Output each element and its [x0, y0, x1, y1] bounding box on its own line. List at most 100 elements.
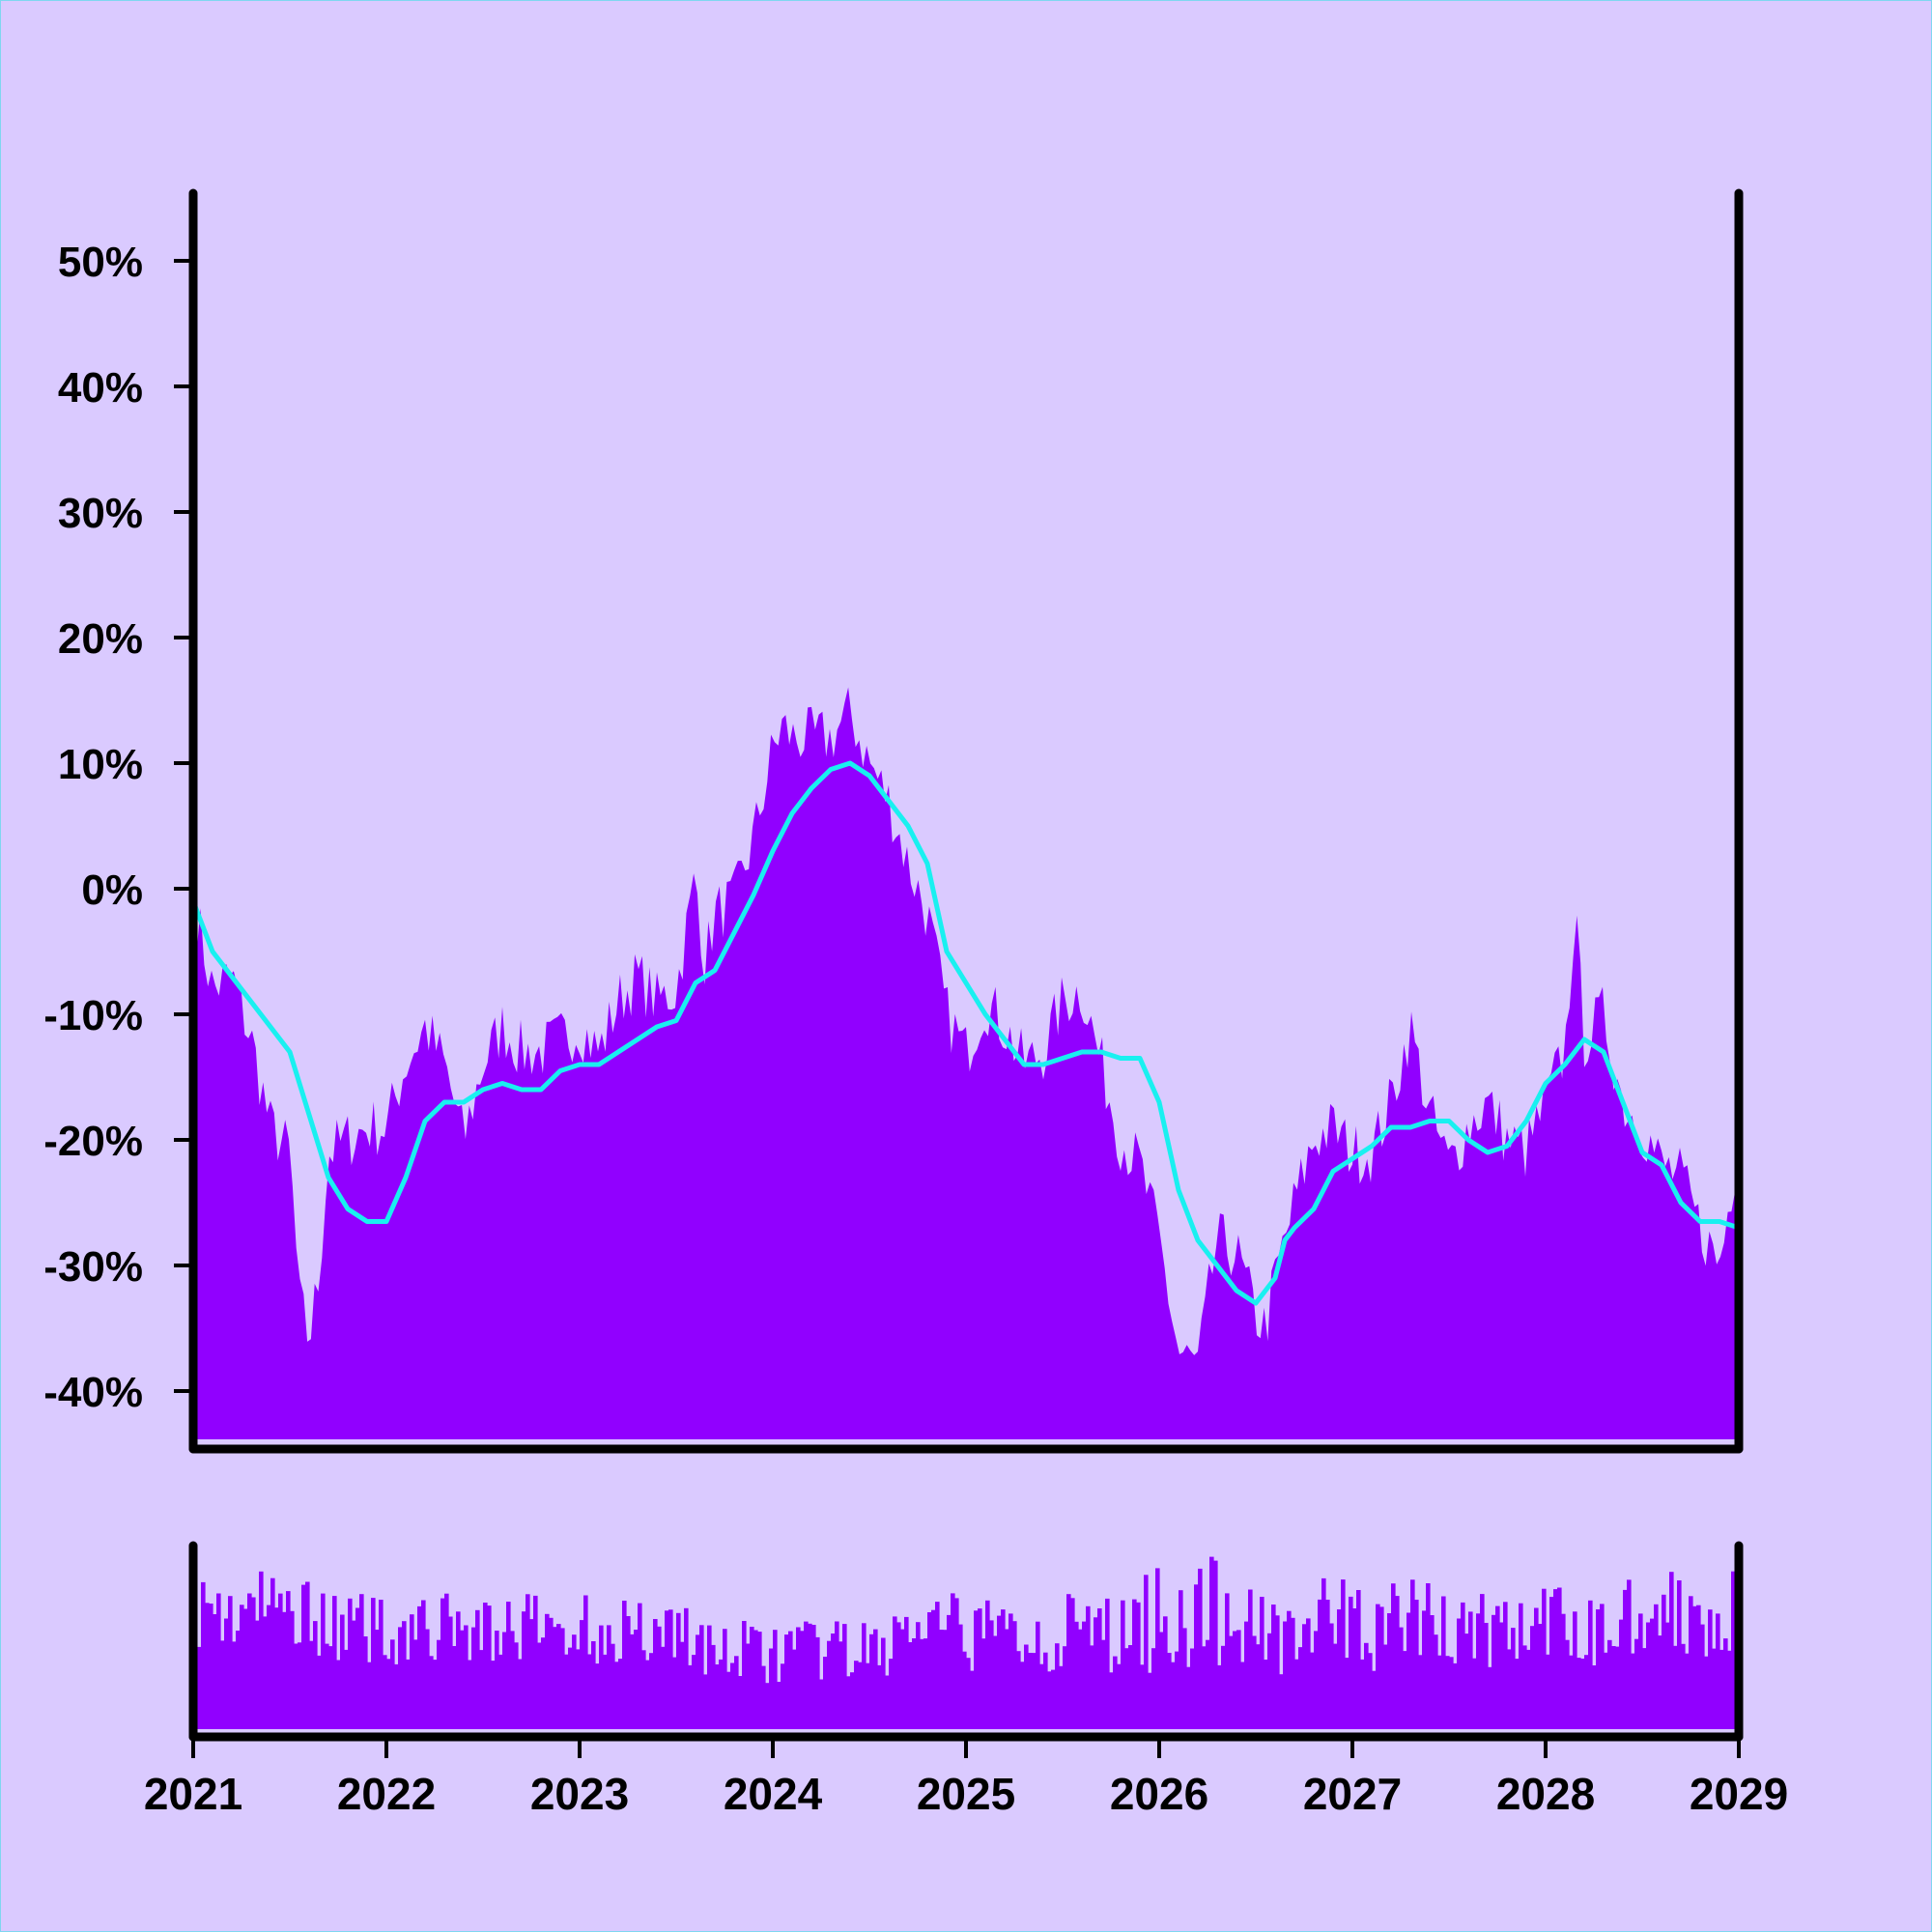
- volume-bar: [1488, 1666, 1492, 1729]
- volume-bar: [738, 1676, 743, 1729]
- volume-bar: [263, 1616, 268, 1729]
- volume-bar: [1175, 1651, 1179, 1729]
- volume-bar: [236, 1631, 241, 1729]
- x-tick-label: 2021: [144, 1769, 242, 1819]
- volume-bar: [1561, 1613, 1566, 1729]
- volume-bar: [313, 1621, 318, 1729]
- volume-bar: [1727, 1650, 1732, 1729]
- volume-bar: [1391, 1583, 1396, 1729]
- volume-bar: [406, 1659, 411, 1729]
- volume-bar: [1043, 1652, 1048, 1729]
- x-axis-ticks: 2021 2022 2023 2024 2025 2026 2027 2028 2029: [144, 1737, 1788, 1819]
- volume-bar: [970, 1670, 975, 1729]
- volume-bar: [1229, 1635, 1234, 1729]
- volume-bar: [394, 1663, 399, 1729]
- x-tick-label: 2027: [1303, 1769, 1402, 1819]
- y-tick-label: 40%: [58, 364, 143, 412]
- y-tick-label: -20%: [43, 1118, 143, 1165]
- volume-bar: [1503, 1602, 1508, 1729]
- main-axes: [188, 188, 1744, 1454]
- volume-bar: [1399, 1627, 1404, 1729]
- y-tick-label: -10%: [43, 992, 143, 1039]
- volume-bar: [904, 1616, 909, 1729]
- volume-bar: [1213, 1560, 1218, 1729]
- volume-bar: [730, 1662, 735, 1729]
- volume-bar: [920, 1638, 924, 1729]
- volume-bar: [1414, 1600, 1419, 1729]
- volume-bar: [1016, 1651, 1021, 1729]
- volume-bar: [1101, 1639, 1106, 1729]
- volume-bar: [757, 1632, 762, 1729]
- volume-bar: [838, 1641, 843, 1729]
- volume-bar: [1476, 1613, 1481, 1729]
- volume-bar: [1515, 1659, 1520, 1729]
- volume-bar: [850, 1672, 855, 1729]
- volume-bar: [881, 1637, 886, 1729]
- volume-bar: [649, 1653, 654, 1729]
- volume-bar: [1573, 1611, 1577, 1729]
- volume-bar: [715, 1664, 720, 1729]
- volume-bar: [951, 1593, 955, 1729]
- volume-bar: [1155, 1568, 1160, 1729]
- volume-bar: [1441, 1596, 1446, 1729]
- volume-bar: [734, 1656, 739, 1729]
- volume-bar: [332, 1596, 337, 1729]
- volume-bar: [383, 1655, 387, 1729]
- volume-bar: [491, 1661, 496, 1729]
- volume-bar: [1662, 1594, 1666, 1729]
- volume-bar: [290, 1610, 295, 1729]
- volume-bar: [355, 1607, 360, 1729]
- volume-bar: [688, 1664, 693, 1729]
- volume-bar: [626, 1616, 631, 1729]
- volume-bar: [564, 1654, 569, 1729]
- volume-bar: [1410, 1579, 1415, 1729]
- volume-bar: [869, 1634, 874, 1729]
- volume-bar: [1267, 1633, 1272, 1729]
- volume-bar: [1337, 1609, 1342, 1729]
- volume-bar: [456, 1611, 461, 1729]
- volume-bar: [707, 1625, 712, 1729]
- volume-bar: [1403, 1651, 1407, 1729]
- volume-bar: [1584, 1655, 1589, 1729]
- volume-bar: [1658, 1635, 1662, 1729]
- volume-bar: [560, 1628, 565, 1729]
- volume-bar: [997, 1615, 1002, 1729]
- volume-bar: [1681, 1643, 1686, 1729]
- volume-bar: [518, 1659, 523, 1729]
- volume-bar: [827, 1640, 832, 1729]
- x-tick-label: 2022: [337, 1769, 436, 1819]
- volume-bar: [1379, 1606, 1384, 1729]
- volume-bar: [1542, 1588, 1547, 1729]
- volume-bar: [1128, 1645, 1133, 1729]
- volume-bar: [1464, 1634, 1469, 1729]
- volume-bar: [468, 1660, 472, 1729]
- volume-bar: [1638, 1613, 1643, 1729]
- volume-bar: [529, 1619, 534, 1729]
- volume-bar: [753, 1630, 758, 1729]
- volume-bar: [537, 1642, 542, 1729]
- volume-bar: [379, 1600, 384, 1729]
- volume-bar: [935, 1602, 940, 1729]
- volume-bar: [1480, 1594, 1485, 1729]
- volume-bar: [301, 1584, 306, 1729]
- volume-bar: [359, 1594, 364, 1729]
- volume-bar: [877, 1664, 882, 1729]
- volume-bar: [1194, 1584, 1199, 1729]
- volume-bar: [1364, 1642, 1369, 1729]
- volume-bar: [433, 1660, 438, 1729]
- volume-bar: [726, 1671, 731, 1729]
- volume-bars: [193, 1556, 1740, 1729]
- volume-bar: [1600, 1604, 1605, 1729]
- volume-bar: [896, 1622, 901, 1729]
- volume-bar: [506, 1602, 511, 1729]
- y-tick-label: 10%: [58, 741, 143, 788]
- volume-bar: [703, 1674, 708, 1729]
- volume-bar: [1634, 1638, 1639, 1729]
- y-tick-label: 0%: [81, 867, 143, 914]
- volume-bar: [286, 1591, 291, 1729]
- volume-bar: [1051, 1669, 1056, 1729]
- volume-bar: [1094, 1617, 1098, 1729]
- main-panel: 50% 40% 30% 20% 10% 0% -10% -20% -30% -40%: [43, 188, 1744, 1454]
- volume-bar: [247, 1593, 252, 1729]
- volume-bar: [1522, 1645, 1527, 1729]
